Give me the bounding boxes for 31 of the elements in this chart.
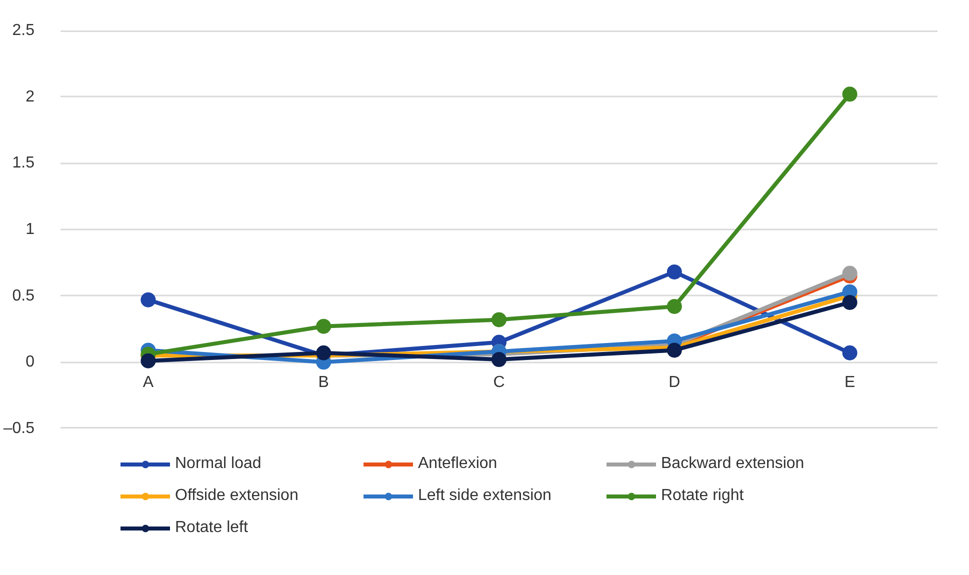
point xyxy=(492,312,506,328)
point xyxy=(492,352,506,367)
legend-label: Rotate left xyxy=(175,518,249,538)
point xyxy=(316,318,332,334)
point xyxy=(842,86,858,102)
x-tick-label: C xyxy=(493,374,505,392)
legend-label: Offside extension xyxy=(175,486,300,506)
x-tick-label: A xyxy=(142,374,154,392)
point xyxy=(140,292,156,308)
point xyxy=(842,294,858,310)
x-tick-label: B xyxy=(318,374,329,392)
legend-label: Left side extension xyxy=(418,486,552,506)
legend-label: Rotate right xyxy=(661,486,745,506)
y-tick-label: 0.5 xyxy=(12,287,35,304)
point xyxy=(666,264,682,280)
x-tick-label: D xyxy=(668,374,680,392)
x-tick-label: E xyxy=(844,374,856,392)
y-tick-label: 0 xyxy=(26,354,35,371)
point xyxy=(666,298,682,314)
y-tick-label: 2.5 xyxy=(12,22,35,39)
point xyxy=(666,342,682,358)
y-tick-label: 1.5 xyxy=(12,154,35,172)
point xyxy=(140,353,156,368)
y-tick-label: 1 xyxy=(26,221,35,238)
legend-label: Anteflexion xyxy=(418,454,498,474)
point xyxy=(316,345,332,360)
y-tick-label: –0.5 xyxy=(3,420,35,437)
point xyxy=(842,345,858,360)
legend-label: Normal load xyxy=(175,454,262,474)
legend-label: Backward extension xyxy=(661,454,806,474)
y-tick-label: 2 xyxy=(26,88,35,106)
